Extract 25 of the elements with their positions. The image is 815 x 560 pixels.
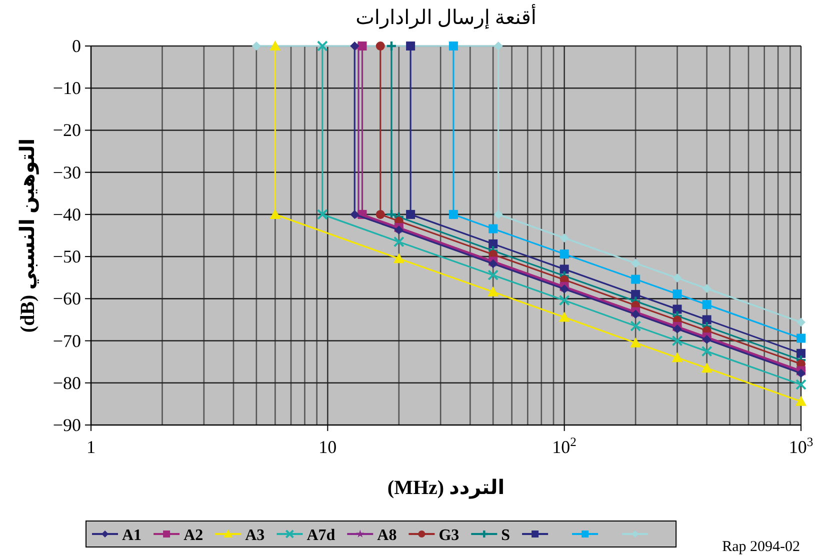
legend-label: A8 (377, 527, 397, 544)
legend-label: A3 (245, 527, 265, 544)
x-tick-label: 10$^{3}$ (788, 435, 814, 457)
y-tick-label: −50 (52, 246, 81, 267)
y-axis-title: التوهين النسبي (dB) (17, 138, 39, 333)
y-tick-label: −20 (52, 120, 81, 140)
y-tick-label: −80 (52, 372, 81, 393)
y-tick-label: −90 (52, 415, 81, 435)
legend-label: S (501, 527, 510, 544)
legend-label: G3 (438, 527, 460, 544)
y-tick-label: −30 (52, 162, 81, 182)
y-tick-label: 0 (72, 36, 81, 56)
y-tick-label: −60 (52, 288, 81, 309)
legend-label: A1 (122, 527, 142, 544)
x-tick-label: 1 (86, 437, 96, 457)
text: Rap 2094-02 (722, 539, 800, 555)
y-tick-label: −40 (52, 204, 81, 224)
y-tick-label: −10 (52, 78, 81, 98)
x-tick-label: 10$^{2}$ (552, 435, 576, 457)
chart-title: أقنعة إرسال الرادارات (356, 4, 536, 29)
legend-label: A7d (306, 527, 336, 544)
y-tick-label: −70 (52, 330, 81, 351)
x-axis-title: التردد (MHz) (387, 477, 505, 499)
legend-label: A2 (184, 527, 204, 544)
x-tick-label: 10 (318, 437, 337, 457)
